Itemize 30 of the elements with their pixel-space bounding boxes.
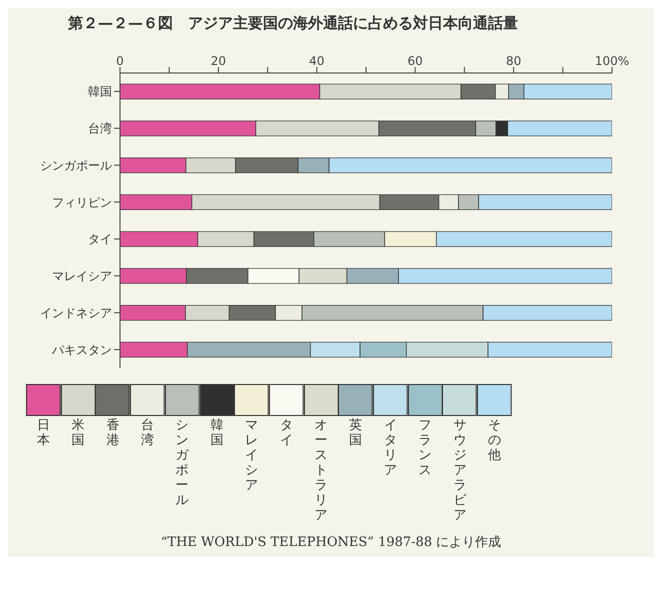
y-tick-label: パキスタン bbox=[51, 342, 112, 357]
legend-label: 香港 bbox=[106, 418, 120, 448]
y-tick-label: タイ bbox=[88, 232, 112, 246]
legend-label: イタリア bbox=[384, 418, 397, 478]
y-tick-label: フィリピン bbox=[52, 195, 112, 210]
legend-label: フランス bbox=[418, 418, 432, 478]
x-tick-label: 20 bbox=[210, 54, 226, 68]
x-tick-label: 60 bbox=[408, 54, 423, 68]
legend-label: オーストラリア bbox=[314, 418, 328, 523]
y-tick-label: インドネシア bbox=[40, 306, 112, 320]
y-tick-label: マレイシア bbox=[52, 269, 112, 284]
x-tick-label: 40 bbox=[309, 54, 324, 68]
x-tick-label: 100% bbox=[594, 54, 630, 68]
legend-label: 日本 bbox=[36, 418, 50, 448]
legend-label: タイ bbox=[280, 418, 293, 448]
x-tick-label: 80 bbox=[506, 54, 522, 68]
legend-label: その他 bbox=[488, 418, 501, 463]
legend-label: 韓国 bbox=[210, 418, 224, 448]
legend-label: サウジアラビア bbox=[453, 418, 466, 523]
legend-label: 台湾 bbox=[140, 418, 154, 448]
y-tick-label: 韓国 bbox=[88, 84, 112, 99]
chart-title: 第２—２—６図 アジア主要国の海外通話に占める対日本向通話量 bbox=[67, 13, 519, 33]
legend-label: 米国 bbox=[72, 418, 85, 448]
legend-label: 英国 bbox=[349, 418, 362, 448]
y-tick-label: 台湾 bbox=[88, 122, 112, 136]
y-tick-label: シンガポール bbox=[40, 158, 112, 172]
legend-label: マレイシア bbox=[245, 418, 258, 493]
x-tick-label: 0 bbox=[116, 54, 124, 68]
legend-label: シンガポール bbox=[176, 418, 189, 508]
text: “THE WORLD'S TELEPHONES” 1987-88 により作成 bbox=[160, 534, 502, 552]
